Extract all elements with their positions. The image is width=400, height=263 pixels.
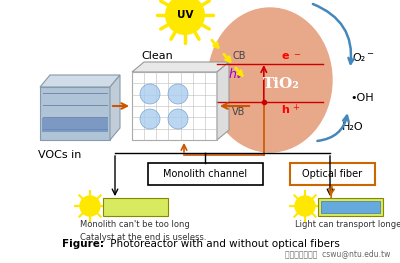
Polygon shape	[110, 75, 120, 140]
Text: TiO₂: TiO₂	[263, 77, 300, 91]
Text: Monolith channel: Monolith channel	[163, 169, 247, 179]
Text: 灘炴化學實驗室  cswu@ntu.edu.tw: 灘炴化學實驗室 cswu@ntu.edu.tw	[285, 249, 390, 258]
Text: O₂: O₂	[294, 0, 308, 1]
Text: UV: UV	[177, 10, 193, 20]
Text: hν: hν	[228, 68, 243, 82]
Text: H₂O: H₂O	[342, 122, 364, 132]
Circle shape	[295, 196, 315, 216]
Bar	[318, 198, 383, 216]
Text: −: −	[366, 49, 373, 58]
Circle shape	[140, 109, 160, 129]
Text: VB: VB	[232, 107, 246, 117]
Ellipse shape	[208, 8, 332, 152]
Text: Light can transport longer.: Light can transport longer.	[295, 220, 400, 229]
Text: Clean: Clean	[142, 51, 173, 61]
Circle shape	[168, 109, 188, 129]
Circle shape	[168, 84, 188, 104]
Polygon shape	[40, 75, 120, 87]
Bar	[148, 163, 263, 185]
Text: Optical fiber: Optical fiber	[302, 169, 362, 179]
Text: Photoreactor with and without optical fibers: Photoreactor with and without optical fi…	[107, 239, 340, 249]
FancyBboxPatch shape	[42, 118, 108, 132]
Text: Figure:: Figure:	[62, 239, 104, 249]
Bar	[132, 72, 217, 140]
Circle shape	[140, 84, 160, 104]
Polygon shape	[132, 62, 229, 72]
Circle shape	[80, 196, 100, 216]
Bar	[321, 201, 380, 213]
Text: •OH: •OH	[350, 93, 374, 103]
Text: −: −	[294, 50, 300, 59]
Polygon shape	[217, 62, 229, 140]
Text: Monolith can't be too long
Catalyst at the end is useless.: Monolith can't be too long Catalyst at t…	[80, 220, 206, 241]
Bar	[290, 163, 375, 185]
Text: +: +	[292, 103, 299, 112]
Text: CB: CB	[232, 51, 246, 61]
Text: O₂: O₂	[352, 53, 365, 63]
FancyBboxPatch shape	[40, 87, 110, 140]
Text: e: e	[282, 51, 289, 61]
Text: VOCs in: VOCs in	[38, 150, 81, 160]
Text: h: h	[282, 105, 290, 115]
Circle shape	[165, 0, 205, 35]
Bar	[103, 198, 168, 216]
